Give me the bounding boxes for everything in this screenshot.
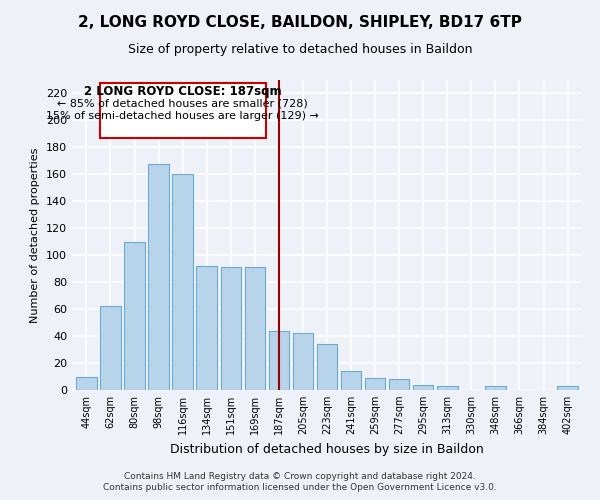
Bar [100, 306, 121, 390]
Text: Contains HM Land Registry data © Crown copyright and database right 2024.: Contains HM Land Registry data © Crown c… [124, 472, 476, 481]
Bar [245, 268, 265, 390]
Bar [557, 386, 578, 390]
FancyBboxPatch shape [100, 82, 266, 138]
Text: ← 85% of detached houses are smaller (728): ← 85% of detached houses are smaller (72… [57, 98, 308, 108]
X-axis label: Distribution of detached houses by size in Baildon: Distribution of detached houses by size … [170, 442, 484, 456]
Bar [148, 164, 169, 390]
Text: Contains public sector information licensed under the Open Government Licence v3: Contains public sector information licen… [103, 484, 497, 492]
Bar [437, 386, 458, 390]
Bar [293, 334, 313, 390]
Bar [221, 268, 241, 390]
Bar [196, 266, 217, 390]
Text: Size of property relative to detached houses in Baildon: Size of property relative to detached ho… [128, 42, 472, 56]
Text: 2 LONG ROYD CLOSE: 187sqm: 2 LONG ROYD CLOSE: 187sqm [84, 85, 281, 98]
Text: 15% of semi-detached houses are larger (129) →: 15% of semi-detached houses are larger (… [46, 110, 319, 120]
Bar [269, 330, 289, 390]
Bar [124, 242, 145, 390]
Bar [172, 174, 193, 390]
Bar [413, 384, 433, 390]
Bar [365, 378, 385, 390]
Bar [341, 371, 361, 390]
Bar [485, 386, 506, 390]
Bar [389, 379, 409, 390]
Y-axis label: Number of detached properties: Number of detached properties [31, 148, 40, 322]
Bar [76, 376, 97, 390]
Bar [317, 344, 337, 390]
Text: 2, LONG ROYD CLOSE, BAILDON, SHIPLEY, BD17 6TP: 2, LONG ROYD CLOSE, BAILDON, SHIPLEY, BD… [78, 15, 522, 30]
